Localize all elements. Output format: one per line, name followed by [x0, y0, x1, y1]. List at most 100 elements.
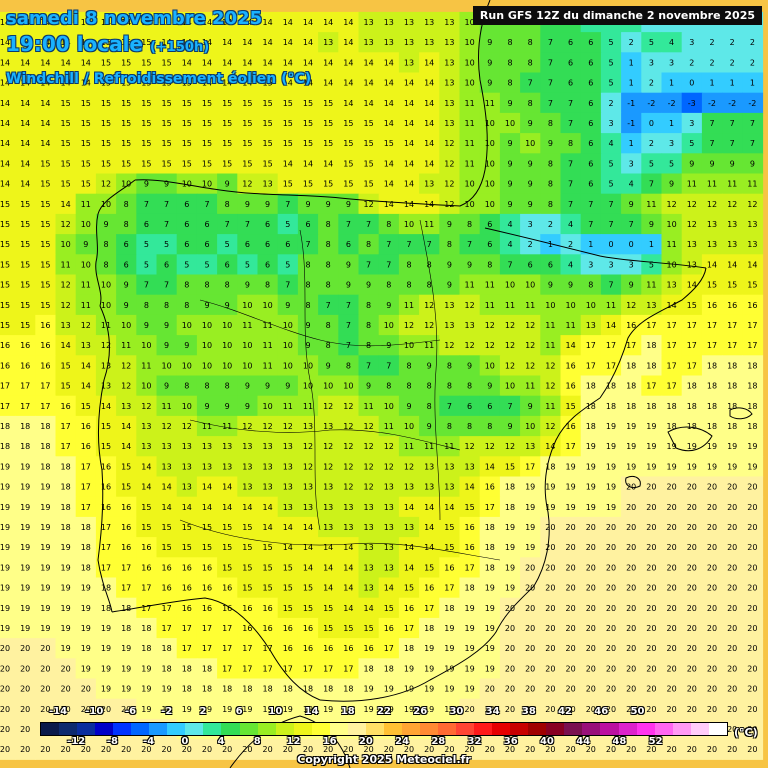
cell-value: 13	[121, 402, 131, 411]
heatmap-cell	[318, 213, 339, 235]
heatmap-cell	[136, 52, 158, 74]
heatmap-cell	[580, 597, 602, 619]
cell-value: 5	[669, 159, 674, 168]
cell-value: 19	[667, 462, 677, 471]
cell-value: 15	[242, 563, 252, 572]
heatmap-cell	[75, 72, 97, 94]
cell-value: 19	[0, 543, 10, 552]
cell-value: 20	[707, 705, 717, 714]
heatmap-cell	[419, 476, 440, 498]
heatmap-cell	[75, 516, 97, 538]
cell-value: 18	[424, 624, 434, 633]
cell-value: 15	[182, 79, 192, 88]
legend-color-swatch	[329, 723, 348, 735]
cell-value: 9	[669, 180, 674, 189]
heatmap-cell	[641, 254, 663, 276]
pyrenees-border	[484, 227, 707, 269]
heatmap-cell	[277, 133, 299, 154]
heatmap-cell	[479, 537, 501, 558]
cell-value: 13	[404, 38, 414, 47]
cell-value: 19	[626, 462, 636, 471]
heatmap-cell	[661, 133, 683, 154]
cell-value: 19	[545, 483, 555, 492]
heatmap-cell	[358, 496, 380, 518]
heatmap-cell	[701, 638, 723, 659]
heatmap-cell	[318, 133, 339, 154]
cell-value: 2	[649, 79, 654, 88]
cell-value: 10	[242, 361, 252, 370]
cell-value: 20	[40, 745, 50, 754]
heatmap-cell	[136, 496, 158, 518]
heatmap-cell	[398, 658, 420, 680]
heatmap-cell	[176, 557, 198, 579]
heatmap-cell	[499, 476, 521, 498]
heatmap-cell	[439, 112, 461, 134]
cell-value: 18	[162, 644, 172, 653]
heatmap-cell	[560, 557, 582, 579]
cell-value: 20	[465, 705, 475, 714]
cell-value: 15	[101, 422, 111, 431]
cell-value: 12	[61, 220, 71, 229]
heatmap-cell	[419, 577, 440, 599]
heatmap-cell	[520, 698, 541, 720]
cell-value: 7	[164, 200, 169, 209]
cell-value: 17	[121, 584, 131, 593]
legend-label: 18	[340, 706, 355, 717]
heatmap-cell	[681, 193, 703, 215]
heatmap-cell	[621, 133, 642, 154]
cell-value: 13	[384, 503, 394, 512]
heatmap-cell	[75, 638, 97, 659]
heatmap-cell	[95, 254, 117, 276]
cell-value: 14	[323, 58, 333, 67]
cell-value: 14	[364, 604, 374, 613]
heatmap-cell	[661, 274, 683, 296]
heatmap-cell	[0, 274, 16, 296]
cell-value: 9	[305, 200, 310, 209]
heatmap-cell	[560, 395, 582, 417]
heatmap-cell	[540, 274, 562, 296]
cell-value: 6	[588, 159, 593, 168]
heatmap-cell	[661, 617, 683, 639]
cell-value: 18	[162, 664, 172, 673]
heatmap-cell	[257, 213, 279, 235]
cell-value: 9	[467, 260, 472, 269]
cell-value: 14	[242, 503, 252, 512]
cell-value: 18	[606, 382, 616, 391]
cell-value: 16	[263, 624, 273, 633]
cell-value: 19	[505, 543, 515, 552]
heatmap-cell	[176, 193, 198, 215]
cell-value: 4	[568, 260, 573, 269]
cell-value: 15	[141, 58, 151, 67]
cell-value: 19	[121, 644, 131, 653]
cell-value: 20	[61, 705, 71, 714]
heatmap-cell	[277, 638, 299, 659]
heatmap-cell	[600, 153, 622, 175]
cell-value: 16	[20, 341, 30, 350]
heatmap-cell	[540, 355, 562, 377]
cell-value: 11	[222, 422, 232, 431]
cell-value: 13	[384, 18, 394, 27]
heatmap-cell	[681, 557, 703, 579]
heatmap-cell	[176, 355, 198, 377]
legend-color-swatch	[708, 723, 727, 735]
heatmap-cell	[338, 112, 360, 134]
cell-value: 17	[586, 361, 596, 370]
legend-label: 34	[485, 706, 500, 717]
cell-value: 19	[101, 624, 111, 633]
heatmap-cell	[196, 537, 218, 558]
cell-value: 18	[81, 563, 91, 572]
cell-value: 12	[505, 361, 515, 370]
heatmap-cell	[459, 436, 481, 457]
cell-value: 10	[465, 38, 475, 47]
cell-value: 12	[505, 442, 515, 451]
heatmap-cell	[176, 11, 198, 33]
cell-value: 19	[505, 584, 515, 593]
heatmap-cell	[136, 617, 158, 639]
heatmap-cell	[621, 173, 642, 195]
cell-value: 14	[343, 38, 353, 47]
heatmap-cell	[560, 213, 582, 235]
heatmap-cell	[520, 638, 541, 659]
cell-value: 18	[727, 422, 737, 431]
cell-value: 12	[364, 422, 374, 431]
cell-value: 17	[242, 644, 252, 653]
